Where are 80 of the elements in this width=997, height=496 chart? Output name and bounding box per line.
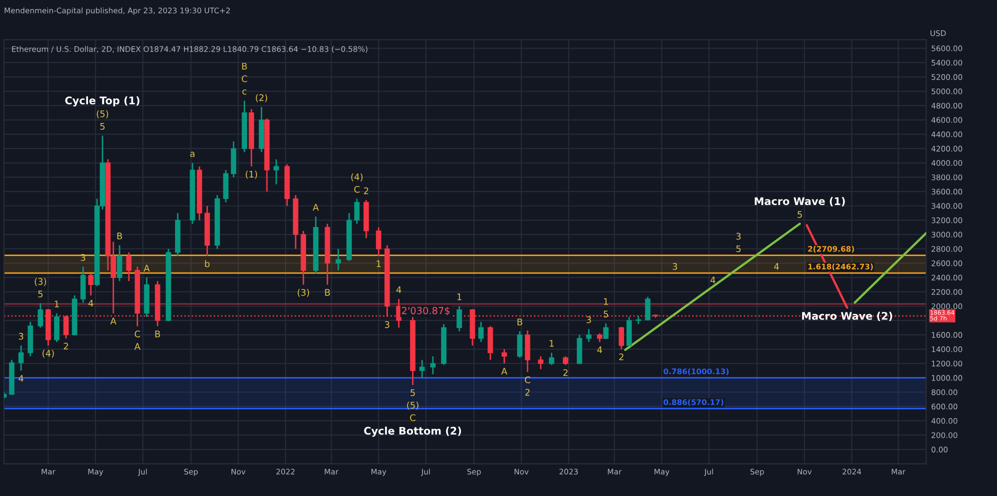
annotation: Cycle Top (1) <box>65 96 140 107</box>
annotation: B <box>117 232 122 240</box>
annotation: 1 <box>54 300 59 308</box>
annotation: 1 <box>604 298 608 305</box>
annotation: (2) <box>256 94 268 102</box>
annotation: A <box>144 264 150 272</box>
annotation: 4 <box>710 276 716 284</box>
annotation: A <box>312 204 319 211</box>
annotation: B <box>325 289 330 296</box>
annotation: 3 <box>384 321 390 328</box>
annotation: C <box>354 186 360 193</box>
annotation: 1 <box>457 294 462 300</box>
annotation: 2 <box>364 187 368 194</box>
annotation: C <box>410 414 416 422</box>
candlestick <box>88 273 94 296</box>
annotation: Cycle Bottom (2) <box>364 426 462 437</box>
candlestick <box>80 266 86 304</box>
annotation: (5) <box>96 110 108 118</box>
annotation: 4 <box>597 346 602 354</box>
candlestick <box>126 252 132 282</box>
candlestick <box>538 356 544 370</box>
annotation: 5 <box>798 211 802 218</box>
annotation: 3 <box>672 263 678 270</box>
annotation: A <box>501 368 508 374</box>
annotation: (1) <box>246 170 258 179</box>
candlestick <box>419 359 425 378</box>
annotation: 2 <box>563 369 568 376</box>
candlestick <box>38 302 44 328</box>
candlestick <box>618 326 624 350</box>
annotation: 2 <box>525 388 530 396</box>
candlestick <box>645 296 650 322</box>
candlestick <box>517 330 522 358</box>
candlestick <box>274 158 279 186</box>
annotation: 5 <box>604 310 608 318</box>
candlestick <box>502 348 507 364</box>
annotation: 5 <box>736 245 741 252</box>
annotation: 1 <box>376 260 381 268</box>
annotation: c <box>242 89 246 95</box>
candlestick <box>478 321 484 343</box>
annotation: 2 <box>619 353 624 360</box>
candlestick <box>116 244 122 282</box>
candlestick <box>456 305 462 332</box>
annotation: 5 <box>38 290 43 298</box>
annotation: 4 <box>774 263 779 270</box>
annotation: 4 <box>396 286 402 293</box>
candlestick <box>430 356 436 375</box>
candlestick <box>376 226 382 257</box>
annotation: (4) <box>42 350 54 358</box>
annotation: B <box>242 62 247 70</box>
annotation: a <box>190 152 194 157</box>
candlestick <box>18 344 24 372</box>
annotation: 3 <box>80 254 86 261</box>
annotation: b <box>205 260 210 268</box>
ref-line-label: 2'030.87$ <box>402 306 450 316</box>
candlestick <box>354 198 360 224</box>
annotation: 5 <box>100 123 105 130</box>
annotation: 2 <box>64 342 68 350</box>
candlestick <box>586 328 592 343</box>
annotation: (5) <box>407 402 418 410</box>
annotation: C <box>242 75 248 82</box>
annotation: 4 <box>88 300 94 306</box>
candlestick <box>603 322 609 340</box>
annotation: 3 <box>18 332 24 340</box>
annotation: C <box>134 330 140 338</box>
annotation: (4) <box>351 173 363 182</box>
annotation: B <box>518 318 522 326</box>
annotation: 3 <box>586 316 591 324</box>
annotation: (3) <box>34 278 46 286</box>
annotation: 5 <box>410 389 415 396</box>
annotation: A <box>110 318 116 324</box>
candlestick <box>54 312 60 343</box>
annotation: 1 <box>550 340 554 347</box>
annotation: 3 <box>736 232 741 240</box>
annotation: B <box>155 330 160 338</box>
candlestick <box>336 248 341 272</box>
annotation: (3) <box>298 288 309 297</box>
candlestick <box>548 352 554 366</box>
annotation: A <box>134 343 140 350</box>
annotation: Macro Wave (1) <box>754 197 845 206</box>
annotation: Macro Wave (2) <box>802 312 892 322</box>
